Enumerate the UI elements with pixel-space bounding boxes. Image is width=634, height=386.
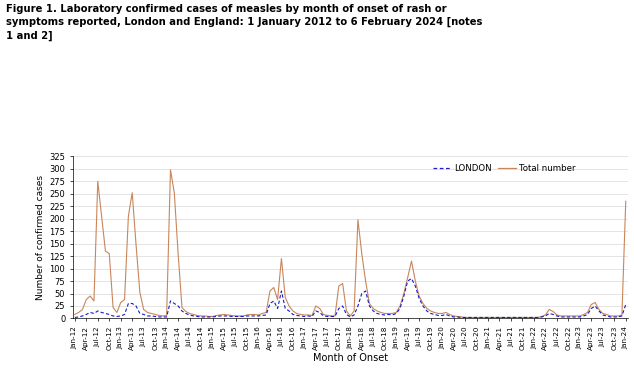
X-axis label: Month of Onset: Month of Onset xyxy=(313,353,388,363)
Legend: LONDON, Total number: LONDON, Total number xyxy=(430,161,579,176)
Text: Figure 1. Laboratory confirmed cases of measles by month of onset of rash or
sym: Figure 1. Laboratory confirmed cases of … xyxy=(6,4,482,41)
Y-axis label: Number of confirmed cases: Number of confirmed cases xyxy=(36,175,45,300)
